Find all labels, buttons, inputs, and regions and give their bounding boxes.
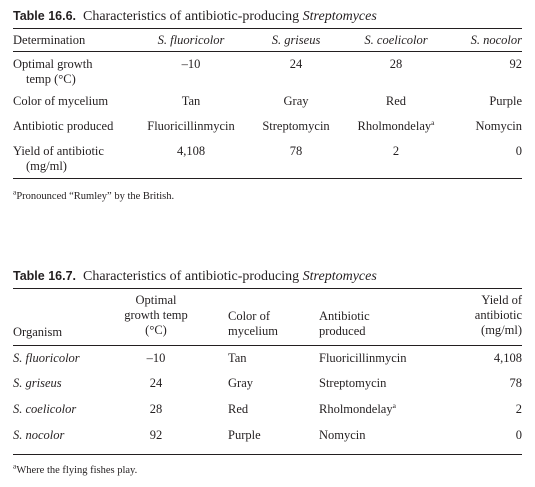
cell-value: Rholmondelaya: [357, 117, 435, 133]
footnote-text: Pronounced “Rumley” by the British.: [16, 191, 175, 202]
header-determination: Determination: [13, 33, 86, 47]
cell-organism: S. coelicolor: [13, 402, 77, 416]
cell-yield: 78: [509, 376, 523, 390]
header-antibiotic-produced: Antibiotic produced: [319, 309, 370, 338]
table-16-6: Table 16.6. Characteristics of antibiotic…: [13, 6, 522, 204]
table-16-7: Table 16.7. Characteristics of antibiotic…: [13, 266, 522, 478]
cell-organism: S. fluoricolor: [13, 351, 80, 365]
footnote-marker: a: [392, 400, 396, 410]
cell-value: 0: [515, 144, 522, 158]
header-row: Determination S. fluoricolor S. griseus …: [13, 29, 522, 51]
header-yield-of-antibiotic: Yield of antibiotic (mg/ml): [474, 293, 522, 337]
cell-value: 24: [289, 57, 303, 71]
cell-value: Purple: [489, 94, 522, 108]
header-rule: [13, 51, 522, 52]
table-footnote: aPronounced “Rumley” by the British.: [13, 187, 522, 204]
row-label: Color of mycelium: [13, 94, 109, 108]
cell-antibiotic: Rholmondelaya: [319, 400, 396, 416]
cell-yield: 0: [515, 428, 522, 442]
table-title: Characteristics of antibiotic-producing: [83, 269, 303, 284]
cell-value: –10: [181, 57, 201, 71]
row-label: Yield of antibiotic (mg/ml): [13, 144, 104, 173]
cell-value: Red: [385, 94, 407, 108]
table-row: Color of mycelium Tan Gray Red Purple: [13, 92, 522, 117]
table-row: S. griseus 24 Gray Streptomycin 78: [13, 371, 522, 397]
cell-value: 92: [509, 57, 523, 71]
row-label: Optimal growth temp (°C): [13, 57, 93, 86]
footnote-marker: a: [431, 117, 435, 127]
header-rule: [13, 345, 522, 346]
footnote-mark: a: [13, 187, 17, 197]
cell-value: Gray: [283, 94, 309, 108]
cell-temp: 28: [149, 402, 163, 416]
cell-value: Tan: [181, 94, 201, 108]
footnote-mark: a: [13, 461, 17, 471]
table-row: S. coelicolor 28 Red Rholmondelaya 2: [13, 397, 522, 423]
header-s-coelicolor: S. coelicolor: [364, 33, 428, 47]
cell-temp: 92: [149, 428, 163, 442]
cell-color: Red: [228, 402, 249, 416]
cell-value: Nomycin: [475, 119, 522, 133]
header-s-griseus: S. griseus: [271, 33, 321, 47]
cell-value: Streptomycin: [262, 119, 330, 133]
header-organism: Organism: [13, 325, 63, 339]
table-title-italic: Streptomyces: [302, 269, 377, 284]
cell-antibiotic: Streptomycin: [319, 376, 387, 390]
cell-antibiotic: Fluoricillinmycin: [319, 351, 407, 365]
table-number: Table 16.7.: [13, 269, 76, 283]
row-label: Antibiotic produced: [13, 119, 114, 133]
table-row: S. fluoricolor –10 Tan Fluoricillinmycin…: [13, 346, 522, 371]
cell-value: 2: [392, 144, 400, 158]
table-number: Table 16.6.: [13, 9, 76, 23]
table-caption: Table 16.7. Characteristics of antibiotic…: [13, 266, 522, 288]
cell-value: 78: [289, 144, 303, 158]
cell-color: Tan: [228, 351, 247, 365]
table-caption: Table 16.6. Characteristics of antibiotic…: [13, 6, 522, 28]
cell-organism: S. nocolor: [13, 428, 65, 442]
table-row: Optimal growth temp (°C) –10 24 28 92: [13, 52, 522, 92]
table-footnote: aWhere the flying fishes play.: [13, 461, 522, 478]
cell-yield: 4,108: [493, 351, 522, 365]
cell-value: 28: [389, 57, 403, 71]
table-row: Yield of antibiotic (mg/ml) 4,108 78 2 0: [13, 142, 522, 178]
cell-organism: S. griseus: [13, 376, 62, 390]
cell-color: Purple: [228, 428, 261, 442]
cell-temp: 24: [149, 376, 163, 390]
cell-value: Fluoricillinmycin: [147, 119, 235, 133]
table-title: Characteristics of antibiotic-producing: [83, 9, 303, 24]
footnote-text: Where the flying fishes play.: [16, 465, 138, 476]
cell-color: Gray: [228, 376, 253, 390]
bottom-rule: [13, 178, 522, 179]
top-rule: [13, 28, 522, 29]
table-title-italic: Streptomyces: [302, 9, 377, 24]
cell-temp: –10: [146, 351, 166, 365]
header-optimal-growth-temp: Optimal growth temp (°C): [124, 293, 188, 337]
table-row: S. nocolor 92 Purple Nomycin 0: [13, 423, 522, 454]
bottom-rule: [13, 454, 522, 455]
table-row: Antibiotic produced Fluoricillinmycin St…: [13, 117, 522, 142]
cell-antibiotic: Nomycin: [319, 428, 366, 442]
cell-value: 4,108: [176, 144, 206, 158]
header-row: Organism Optimal growth temp (°C) Color of…: [13, 289, 522, 345]
top-rule: [13, 288, 522, 289]
header-s-fluoricolor: S. fluoricolor: [157, 33, 225, 47]
header-color-of-mycelium: Color of mycelium: [228, 309, 278, 338]
header-s-nocolor: S. nocolor: [470, 33, 522, 47]
cell-yield: 2: [515, 402, 522, 416]
